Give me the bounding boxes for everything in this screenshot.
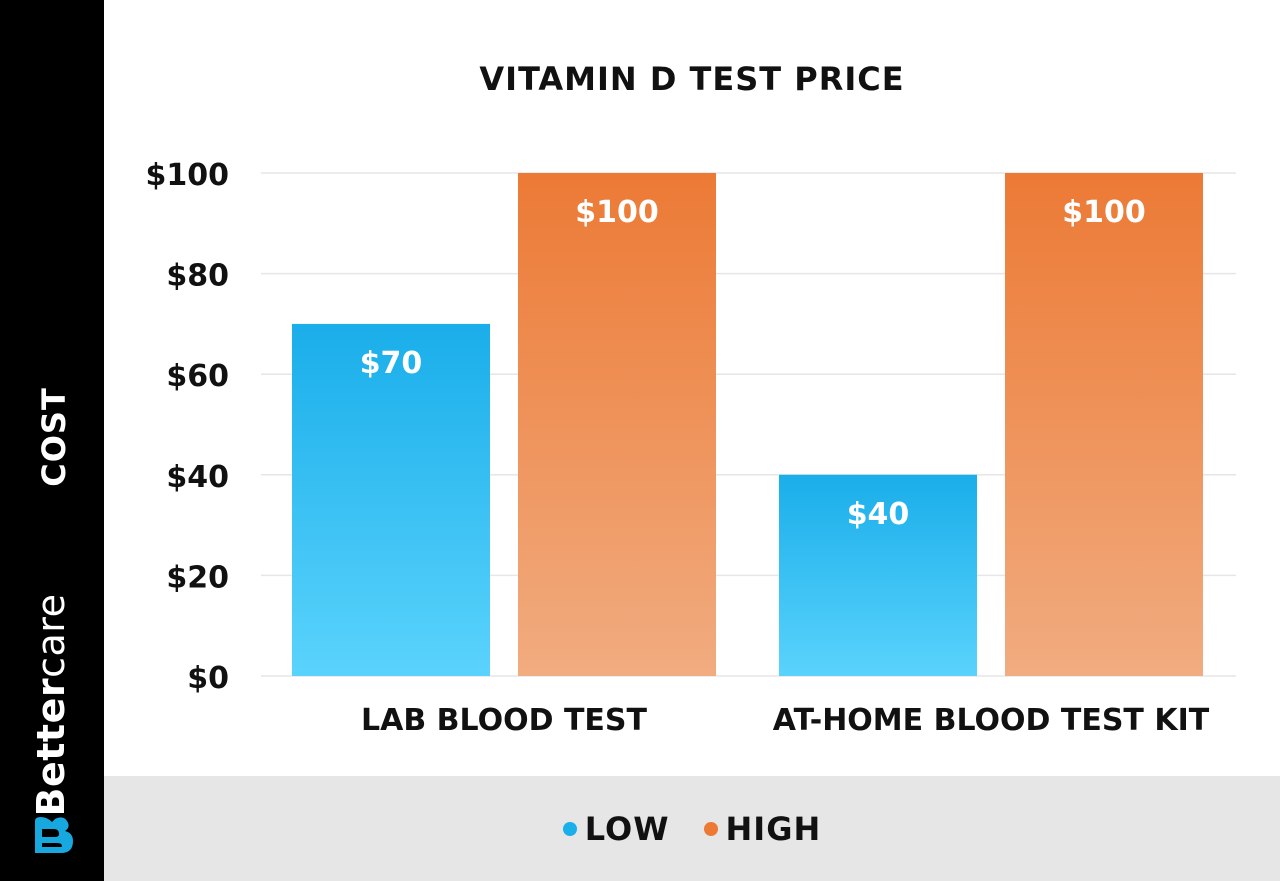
y-axis-title: COST [35, 387, 73, 487]
heart-logo-icon [35, 817, 73, 853]
bar-high [518, 173, 716, 676]
y-tick-label: $80 [166, 259, 229, 294]
legend-item-low: LOW [562, 809, 670, 848]
legend-swatch [703, 821, 718, 836]
x-category-label: LAB BLOOD TEST [361, 703, 647, 738]
bar-value-label: $100 [1062, 195, 1146, 230]
y-tick-label: $100 [146, 158, 230, 193]
legend-item-high: HIGH [703, 809, 822, 848]
brand-wordmark: Bettercare [29, 594, 73, 817]
bar-low [292, 323, 490, 676]
y-tick-label: $20 [166, 560, 229, 595]
legend-band: LOW HIGH [104, 776, 1280, 881]
x-category-label: AT-HOME BLOOD TEST KIT [773, 703, 1210, 738]
brand-name-bold: Better [29, 677, 73, 817]
bar-low [779, 474, 977, 676]
bar-value-label: $40 [847, 497, 910, 532]
bar-value-label: $100 [575, 195, 659, 230]
y-tick-label: $0 [187, 661, 229, 696]
bar-value-label: $70 [360, 346, 423, 381]
bar-high [1005, 173, 1203, 676]
y-tick-label: $40 [166, 460, 229, 495]
legend-swatch [562, 821, 577, 836]
bar-chart: $0 $20 $40 $60 $80 $100 $70 $100 LAB BLOOD TEST… [146, 158, 1236, 738]
chart-title: VITAMIN D TEST PRICE [479, 60, 905, 98]
sidebar: COST Bettercare [0, 0, 104, 881]
legend: LOW HIGH [104, 776, 1280, 881]
legend-label: LOW [584, 809, 670, 848]
brand-name-light: care [29, 593, 73, 678]
legend-label: HIGH [725, 809, 822, 848]
y-tick-label: $60 [166, 359, 229, 394]
